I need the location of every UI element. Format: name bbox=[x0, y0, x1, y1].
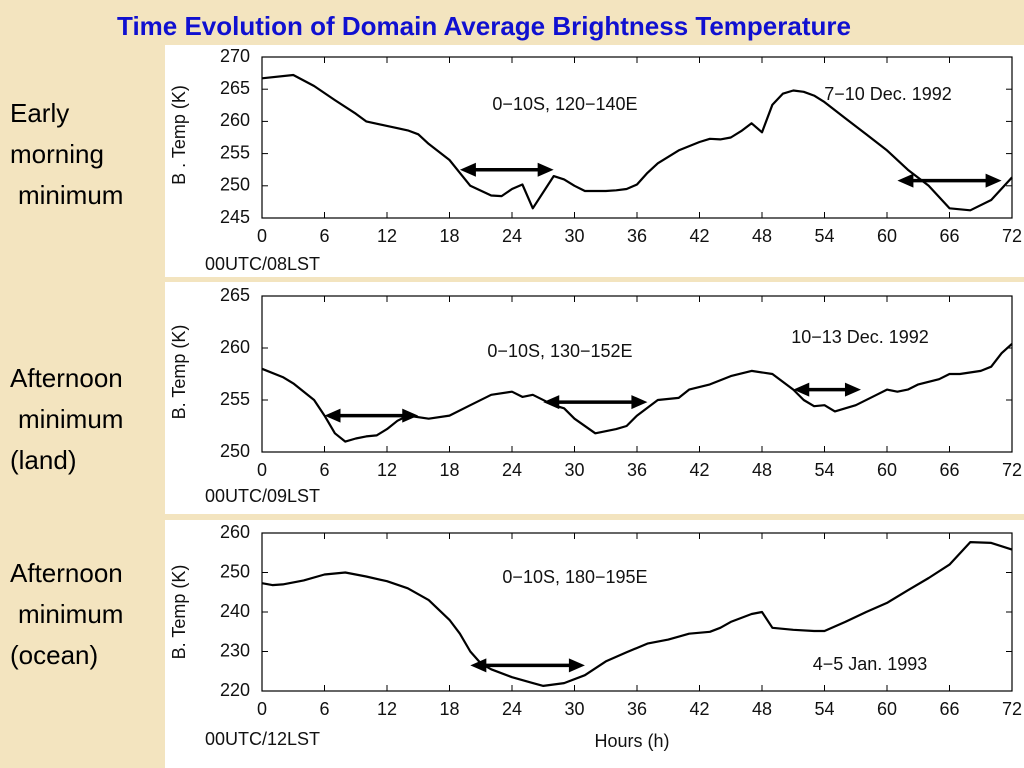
y-tick-label: 250 bbox=[220, 561, 250, 581]
y-tick-label: 260 bbox=[220, 337, 250, 357]
x-tick-label: 24 bbox=[502, 460, 522, 480]
y-axis-label: B. Temp (K) bbox=[169, 565, 189, 660]
x-tick-label: 60 bbox=[877, 226, 897, 246]
arrow-head bbox=[897, 173, 914, 188]
x-tick-label: 54 bbox=[814, 226, 834, 246]
x-tick-label: 72 bbox=[1002, 226, 1022, 246]
x-tick-label: 66 bbox=[939, 460, 959, 480]
x-tick-label: 6 bbox=[319, 460, 329, 480]
x-sublabel: 00UTC/08LST bbox=[205, 254, 320, 274]
row-label: Early bbox=[10, 98, 69, 128]
x-tick-label: 72 bbox=[1002, 699, 1022, 719]
x-tick-label: 24 bbox=[502, 699, 522, 719]
x-tick-label: 42 bbox=[689, 460, 709, 480]
row-label: morning bbox=[10, 139, 104, 169]
arrow-head bbox=[459, 162, 476, 177]
x-tick-label: 36 bbox=[627, 226, 647, 246]
x-tick-label: 30 bbox=[564, 226, 584, 246]
arrow-head bbox=[537, 162, 554, 177]
y-tick-label: 245 bbox=[220, 207, 250, 227]
x-tick-label: 12 bbox=[377, 226, 397, 246]
row-label: minimum bbox=[18, 404, 123, 434]
x-tick-label: 12 bbox=[377, 699, 397, 719]
row-label: minimum bbox=[18, 599, 123, 629]
x-tick-label: 48 bbox=[752, 460, 772, 480]
x-tick-label: 42 bbox=[689, 226, 709, 246]
y-tick-label: 240 bbox=[220, 601, 250, 621]
data-line bbox=[261, 541, 1013, 687]
x-tick-label: 0 bbox=[257, 226, 267, 246]
y-tick-label: 260 bbox=[220, 522, 250, 542]
x-tick-label: 60 bbox=[877, 699, 897, 719]
x-tick-label: 24 bbox=[502, 226, 522, 246]
x-tick-label: 36 bbox=[627, 460, 647, 480]
x-tick-label: 66 bbox=[939, 226, 959, 246]
x-tick-label: 36 bbox=[627, 699, 647, 719]
y-axis-label: B. Temp (K) bbox=[169, 325, 189, 420]
y-tick-label: 220 bbox=[220, 680, 250, 700]
x-tick-label: 30 bbox=[564, 699, 584, 719]
arrow-head bbox=[793, 382, 810, 397]
annotation: 7−10 Dec. 1992 bbox=[824, 84, 952, 104]
x-tick-label: 12 bbox=[377, 460, 397, 480]
row-label: Afternoon bbox=[10, 363, 123, 393]
x-tick-label: 66 bbox=[939, 699, 959, 719]
arrow-head bbox=[402, 408, 419, 423]
x-tick-label: 0 bbox=[257, 460, 267, 480]
row-label: (ocean) bbox=[10, 640, 98, 670]
arrow-head bbox=[985, 173, 1002, 188]
arrow-head bbox=[568, 658, 585, 673]
data-line bbox=[261, 342, 1013, 443]
x-tick-label: 54 bbox=[814, 699, 834, 719]
x-axis-label: Hours (h) bbox=[594, 731, 669, 751]
row-label: Afternoon bbox=[10, 558, 123, 588]
y-tick-label: 250 bbox=[220, 175, 250, 195]
x-sublabel: 00UTC/09LST bbox=[205, 486, 320, 506]
annotation: 4−5 Jan. 1993 bbox=[813, 654, 928, 674]
arrow-head bbox=[844, 382, 861, 397]
panel bbox=[165, 282, 1024, 514]
x-tick-label: 6 bbox=[319, 699, 329, 719]
x-tick-label: 18 bbox=[439, 699, 459, 719]
row-label: (land) bbox=[10, 445, 76, 475]
y-tick-label: 230 bbox=[220, 640, 250, 660]
y-tick-label: 250 bbox=[220, 441, 250, 461]
x-sublabel: 00UTC/12LST bbox=[205, 729, 320, 749]
annotation: 10−13 Dec. 1992 bbox=[791, 327, 929, 347]
arrow-head bbox=[470, 658, 487, 673]
x-tick-label: 48 bbox=[752, 699, 772, 719]
x-tick-label: 72 bbox=[1002, 460, 1022, 480]
arrow-head bbox=[631, 395, 648, 410]
x-tick-label: 54 bbox=[814, 460, 834, 480]
x-tick-label: 42 bbox=[689, 699, 709, 719]
x-tick-label: 18 bbox=[439, 460, 459, 480]
y-axis-label: B . Temp (K) bbox=[169, 85, 189, 185]
slide-title: Time Evolution of Domain Average Brightn… bbox=[117, 11, 851, 41]
x-tick-label: 48 bbox=[752, 226, 772, 246]
x-tick-label: 60 bbox=[877, 460, 897, 480]
x-tick-label: 6 bbox=[319, 226, 329, 246]
panel bbox=[165, 520, 1024, 768]
x-tick-label: 0 bbox=[257, 699, 267, 719]
y-tick-label: 260 bbox=[220, 110, 250, 130]
x-tick-label: 30 bbox=[564, 460, 584, 480]
arrow-head bbox=[324, 408, 341, 423]
y-tick-label: 255 bbox=[220, 142, 250, 162]
annotation: 0−10S, 180−195E bbox=[502, 567, 647, 587]
y-tick-label: 270 bbox=[220, 46, 250, 66]
y-tick-label: 265 bbox=[220, 285, 250, 305]
annotation: 0−10S, 130−152E bbox=[487, 341, 632, 361]
row-label: minimum bbox=[18, 180, 123, 210]
x-tick-label: 18 bbox=[439, 226, 459, 246]
arrow-head bbox=[543, 395, 560, 410]
y-tick-label: 265 bbox=[220, 78, 250, 98]
annotation: 0−10S, 120−140E bbox=[492, 94, 637, 114]
data-line bbox=[261, 73, 1013, 212]
y-tick-label: 255 bbox=[220, 389, 250, 409]
